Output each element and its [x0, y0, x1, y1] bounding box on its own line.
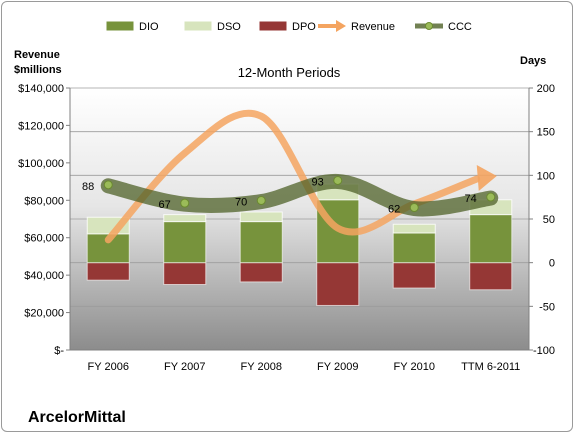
legend-label-dio: DIO [139, 21, 159, 33]
legend-label-revenue: Revenue [351, 21, 395, 33]
left-axis-tick-label: $20,000 [24, 308, 64, 320]
x-axis-tick-label: TTM 6-2011 [461, 361, 520, 373]
ccc-point [256, 196, 266, 206]
left-axis-tick-label: $140,000 [18, 83, 64, 95]
right-axis-tick-label: 200 [537, 83, 555, 95]
legend: DIO DSO DPO Revenue CCC [105, 20, 472, 33]
ccc-data-label: 70 [235, 197, 247, 209]
bar-dso [239, 211, 283, 223]
right-axis-label: Days [520, 55, 546, 67]
bar-dio [469, 214, 513, 264]
left-axis-tick-label: $100,000 [18, 158, 64, 170]
ccc-data-label: 62 [388, 204, 400, 216]
ccc-point [409, 203, 419, 213]
ccc-data-label: 74 [465, 193, 477, 205]
ccc-line [100, 173, 499, 217]
chart-title: 12-Month Periods [238, 65, 341, 80]
bar-dio [392, 232, 436, 264]
revenue-arrowhead [476, 164, 497, 191]
legend-label-dso: DSO [217, 21, 241, 33]
legend-swatch-revenue-head [336, 20, 346, 32]
bar-dio [239, 221, 283, 264]
x-axis-tick-label: FY 2006 [88, 361, 129, 373]
x-axis-tick-label: FY 2008 [241, 361, 282, 373]
bar-dpo [163, 262, 207, 285]
right-axis-tick-label: 100 [537, 170, 555, 182]
bar-dpo [239, 262, 283, 283]
legend-swatch-dpo [258, 20, 288, 32]
left-axis-tick-label: $40,000 [24, 270, 64, 282]
left-axis-tick-label: $60,000 [24, 233, 64, 245]
right-axis-tick-label: 150 [537, 127, 555, 139]
x-axis-tick-label: FY 2009 [317, 361, 358, 373]
left-axis-tick-label: $- [54, 345, 64, 357]
right-axis-tick-label: -100 [533, 345, 555, 357]
left-axis-label-line1: Revenue [14, 49, 60, 61]
ccc-data-label: 93 [312, 176, 324, 188]
bar-dpo [316, 262, 360, 306]
right-axis-tick-label: -50 [539, 301, 555, 313]
ccc-point [103, 180, 113, 190]
ccc-point [486, 192, 496, 202]
line-series: 88 67 70 93 62 74 [82, 109, 499, 244]
ccc-data-label: 67 [159, 199, 171, 211]
bar-dpo [86, 262, 130, 281]
ccc-point [180, 198, 190, 208]
x-axis-tick-label: FY 2010 [394, 361, 435, 373]
ccc-point [333, 175, 343, 185]
company-name: ArcelorMittal [28, 409, 126, 426]
right-axis-tick-label: 50 [543, 214, 555, 226]
axes: $- $20,000 $40,000 $60,000 $80,000 $100,000 $1… [18, 83, 555, 373]
left-axis-tick-label: $80,000 [24, 195, 64, 207]
bar-dpo [469, 262, 513, 291]
left-axis-label-line2: $millions [14, 64, 62, 76]
left-axis-tick-label: $120,000 [18, 120, 64, 132]
bar-dso [163, 214, 207, 223]
bar-dso [392, 223, 436, 234]
bar-dio [86, 233, 130, 264]
legend-label-dpo: DPO [292, 21, 316, 33]
bar-dio [163, 221, 207, 264]
bar-dpo [392, 262, 436, 289]
right-axis-tick-label: 0 [549, 258, 555, 270]
x-axis-tick-label: FY 2007 [164, 361, 205, 373]
legend-swatch-dio [105, 20, 135, 32]
ccc-data-label: 88 [82, 181, 94, 193]
bar-series [86, 183, 513, 306]
legend-swatch-ccc-point [425, 22, 433, 30]
legend-label-ccc: CCC [448, 21, 472, 33]
legend-swatch-dso [183, 20, 213, 32]
